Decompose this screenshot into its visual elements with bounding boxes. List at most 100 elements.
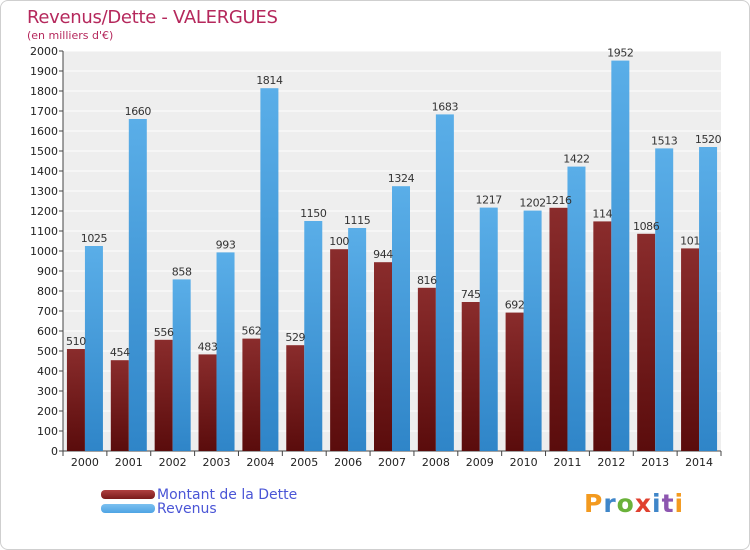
bar-debt <box>461 302 480 451</box>
data-label-revenue: 1422 <box>563 153 589 166</box>
data-label-debt: 510 <box>66 335 86 348</box>
bar-revenue <box>348 228 367 451</box>
data-label-debt: 101 <box>680 234 700 247</box>
y-tick-label: 200 <box>37 405 58 418</box>
y-tick-label: 1100 <box>30 225 58 238</box>
y-tick-label: 1900 <box>30 65 58 78</box>
legend-swatch-debt <box>101 490 155 499</box>
bar-debt <box>242 338 261 451</box>
x-tick-label: 2002 <box>159 456 187 469</box>
x-tick-label: 2001 <box>115 456 143 469</box>
x-tick-label: 2006 <box>334 456 362 469</box>
x-tick-label: 2000 <box>71 456 99 469</box>
y-tick-label: 1300 <box>30 185 58 198</box>
bar-revenue <box>567 166 586 451</box>
data-label-debt: 944 <box>373 248 393 261</box>
data-label-revenue: 1952 <box>607 47 633 60</box>
y-tick-label: 1400 <box>30 165 58 178</box>
y-tick-label: 2000 <box>30 45 58 58</box>
data-label-debt: 483 <box>198 340 218 353</box>
chart-subtitle: (en milliers d'€) <box>27 29 114 42</box>
bar-debt <box>286 345 305 451</box>
data-label-revenue: 1202 <box>519 197 545 210</box>
y-tick-label: 400 <box>37 365 58 378</box>
bar-revenue <box>611 60 630 451</box>
x-tick-label: 2014 <box>685 456 713 469</box>
bar-revenue <box>655 148 674 451</box>
bar-chart: 0 100 200 300 400 500 600 700 800 900 1000 1100 1200… <box>30 45 722 469</box>
data-label-debt: 745 <box>461 288 481 301</box>
bar-revenue <box>523 210 542 451</box>
data-label-debt: 556 <box>154 326 174 339</box>
data-label-revenue: 1814 <box>256 74 283 87</box>
legend-label-debt: Montant de la Dette <box>157 487 298 503</box>
data-label-revenue: 1660 <box>125 105 152 118</box>
bar-debt <box>198 354 217 451</box>
bar-debt <box>505 312 524 451</box>
data-label-debt: 1086 <box>633 220 660 233</box>
data-label-revenue: 993 <box>216 238 236 251</box>
bar-debt <box>330 249 349 451</box>
y-tick-label: 1500 <box>30 145 58 158</box>
data-label-debt: 562 <box>242 325 262 338</box>
bar-revenue <box>172 279 191 451</box>
legend-item-debt: Montant de la Dette <box>101 487 361 503</box>
x-tick-label: 2009 <box>466 456 494 469</box>
x-tick-label: 2005 <box>290 456 318 469</box>
bar-debt <box>593 221 612 451</box>
x-tick-label: 2010 <box>510 456 538 469</box>
data-label-revenue: 1115 <box>344 214 371 227</box>
data-label-debt: 454 <box>110 346 130 359</box>
y-tick-label: 800 <box>37 285 58 298</box>
y-tick-label: 600 <box>37 325 58 338</box>
bar-revenue <box>699 147 718 451</box>
legend-label-revenue: Revenus <box>157 501 217 517</box>
bar-revenue <box>84 246 103 451</box>
bar-revenue <box>392 186 410 451</box>
x-tick-label: 2004 <box>246 456 274 469</box>
bar-debt <box>66 349 85 451</box>
y-tick-label: 300 <box>37 385 58 398</box>
x-tick-label: 2013 <box>641 456 669 469</box>
data-label-debt: 100 <box>329 235 349 248</box>
bar-revenue <box>216 252 235 451</box>
data-label-debt: 692 <box>505 299 525 312</box>
y-tick-label: 0 <box>51 445 58 458</box>
bar-revenue <box>304 221 323 451</box>
y-tick-label: 1000 <box>30 245 58 258</box>
x-tick-label: 2012 <box>597 456 625 469</box>
bar-debt <box>549 207 568 451</box>
bar-debt <box>110 360 129 451</box>
bar-revenue <box>479 207 498 451</box>
x-tick-label: 2011 <box>553 456 581 469</box>
y-tick-label: 1600 <box>30 125 58 138</box>
bar-revenue <box>128 119 147 451</box>
data-label-debt: 816 <box>417 274 437 287</box>
y-tick-label: 1800 <box>30 85 58 98</box>
proxiti-logo: Proxiti <box>584 489 685 518</box>
y-tick-label: 900 <box>37 265 58 278</box>
data-label-revenue: 1513 <box>651 134 678 147</box>
data-label-revenue: 1217 <box>476 194 503 207</box>
bar-debt <box>374 262 392 451</box>
y-tick-label: 1200 <box>30 205 58 218</box>
bar-debt <box>154 339 173 451</box>
bar-debt <box>417 287 436 451</box>
data-label-revenue: 1520 <box>695 133 722 146</box>
x-tick-label: 2007 <box>378 456 406 469</box>
y-tick-label: 1700 <box>30 105 58 118</box>
bar-debt <box>637 233 656 451</box>
data-label-revenue: 1025 <box>81 232 108 245</box>
x-tick-label: 2003 <box>203 456 231 469</box>
data-label-revenue: 858 <box>172 265 192 278</box>
data-label-debt: 529 <box>285 331 305 344</box>
x-tick-label: 2008 <box>422 456 450 469</box>
data-label-revenue: 1324 <box>388 172 415 185</box>
data-label-debt: 1216 <box>545 194 572 207</box>
y-tick-label: 500 <box>37 345 58 358</box>
y-tick-label: 700 <box>37 305 58 318</box>
bar-debt <box>681 248 700 451</box>
legend-swatch-revenue <box>101 504 155 513</box>
legend-item-revenue: Revenus <box>101 501 361 517</box>
data-label-debt: 114 <box>592 207 612 220</box>
